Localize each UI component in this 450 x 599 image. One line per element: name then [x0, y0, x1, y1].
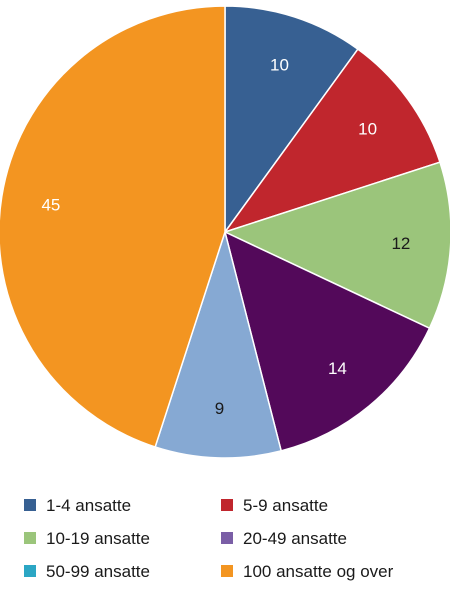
pie-data-label: 9 [215, 399, 224, 418]
legend-swatch [221, 565, 233, 577]
pie-data-label: 12 [391, 234, 410, 253]
legend-item: 20-49 ansatte [221, 529, 347, 548]
pie-data-label: 10 [270, 55, 289, 74]
legend-label: 20-49 ansatte [243, 529, 347, 548]
legend-swatch [24, 565, 36, 577]
pie-data-label: 14 [328, 359, 347, 378]
legend-item: 10-19 ansatte [24, 529, 150, 548]
legend-swatch [221, 499, 233, 511]
pie-slice [223, 48, 441, 234]
pie-data-label: 10 [358, 119, 377, 138]
pie-slices [0, 5, 450, 459]
pie-slice [0, 5, 226, 448]
legend-item: 5-9 ansatte [221, 496, 328, 515]
legend-label: 1-4 ansatte [46, 496, 131, 515]
pie-slice [154, 229, 283, 459]
legend-label: 100 ansatte og over [243, 562, 394, 581]
pie-data-labels: 10 10 12 14 9 45 [41, 55, 410, 418]
legend-swatch [221, 532, 233, 544]
legend-item: 50-99 ansatte [24, 562, 150, 581]
pie-slice [222, 161, 450, 330]
legend-item: 1-4 ansatte [24, 496, 131, 515]
legend: 1-4 ansatte 5-9 ansatte 10-19 ansatte 20-49… [24, 496, 394, 581]
legend-label: 10-19 ansatte [46, 529, 150, 548]
pie-slice [224, 5, 359, 235]
legend-label: 5-9 ansatte [243, 496, 328, 515]
pie-data-label: 45 [41, 195, 60, 214]
pie-slice [223, 230, 431, 452]
legend-item: 100 ansatte og over [221, 562, 394, 581]
legend-swatch [24, 499, 36, 511]
legend-label: 50-99 ansatte [46, 562, 150, 581]
legend-swatch [24, 532, 36, 544]
